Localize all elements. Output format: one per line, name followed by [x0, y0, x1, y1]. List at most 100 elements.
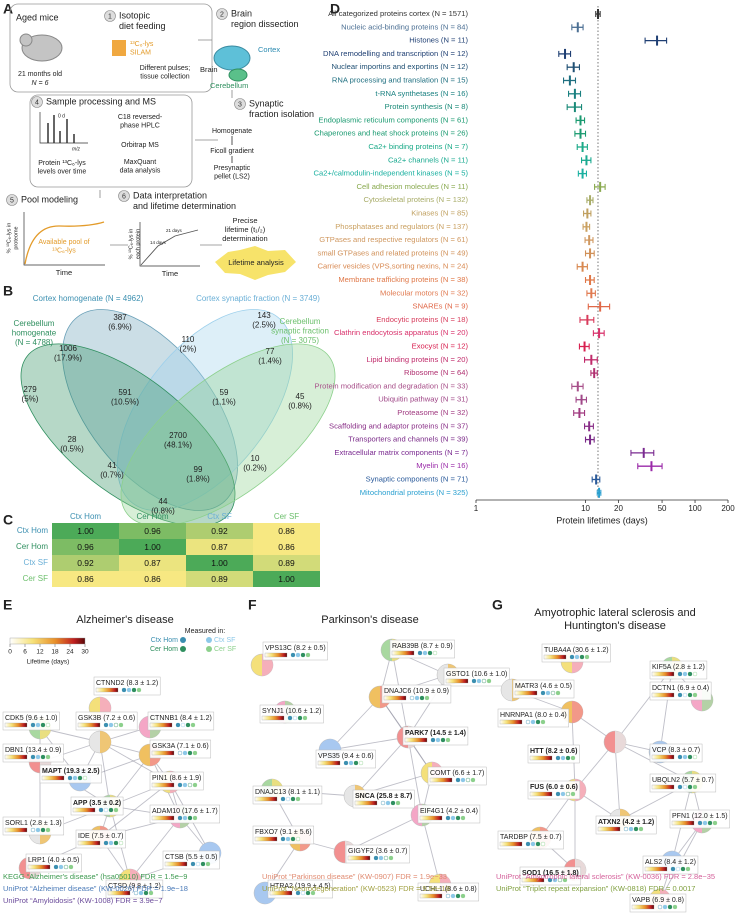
cell-value: 0.89: [278, 558, 295, 568]
decoration: [68, 864, 74, 870]
step-title: Data interpretation: [133, 190, 207, 200]
node-label: SYNJ1 (10.6 ± 1.2): [262, 708, 321, 715]
decoration: [113, 840, 119, 846]
decoration: [72, 775, 78, 781]
decoration: [103, 807, 109, 813]
decoration: [45, 722, 51, 728]
decoration: [6, 194, 18, 206]
x-tick-label: 20: [614, 504, 623, 513]
decoration: [535, 719, 541, 725]
decoration: [677, 754, 683, 760]
decoration: [540, 841, 546, 847]
node-label: MAPT (19.3 ± 2.5): [42, 768, 100, 775]
colorbar-label: Lifetime (days): [27, 659, 70, 666]
decoration: [190, 722, 196, 728]
decoration: [108, 807, 114, 813]
category-label: Protein synthesis (N = 8): [385, 102, 469, 111]
cell-value: 1.00: [77, 526, 94, 536]
decoration: [565, 755, 571, 761]
decoration: [651, 754, 675, 760]
decoration: [200, 861, 206, 867]
decoration: [529, 791, 553, 797]
decoration: [460, 893, 466, 899]
decoration: [692, 754, 698, 760]
decoration: [514, 690, 538, 696]
label: MaxQuant: [124, 159, 156, 166]
decoration: [107, 890, 131, 896]
step-title: and lifetime determination: [133, 201, 236, 211]
decoration: [677, 692, 683, 698]
category-label: Transporters and channels (N = 39): [348, 435, 468, 444]
category-label: Molecular motors (N = 32): [380, 288, 468, 297]
decoration: [30, 827, 36, 833]
decoration: [290, 836, 296, 842]
step-title: region dissection: [231, 19, 299, 29]
footnote: UniProt “Amyloidosis” (KW-1008) FDR = 3.…: [3, 896, 163, 905]
decoration: [31, 96, 43, 108]
label: Cerebellum: [210, 81, 248, 90]
colorbar-tick-label: 0: [8, 649, 12, 656]
decoration: [692, 784, 698, 790]
legend-label: Ctx Hom: [151, 637, 178, 644]
label: Time: [162, 269, 178, 278]
category-label: Kinases (N = 85): [411, 209, 468, 218]
label: 21 days: [166, 228, 183, 233]
node-label: COMT (6.6 ± 1.7): [430, 770, 484, 777]
decoration: [177, 750, 183, 756]
footnote: UniProt “Amyotrophic lateral sclerosis” …: [496, 872, 715, 881]
category-label: small GTPases and related proteins (N = …: [318, 248, 469, 257]
decoration: [383, 695, 407, 701]
node-label: LRP1 (4.0 ± 0.5): [28, 857, 79, 864]
decoration: [435, 737, 441, 743]
decoration: [419, 815, 443, 821]
decoration: [99, 39, 233, 246]
decoration: [422, 650, 428, 656]
step-title: fraction isolation: [249, 109, 314, 119]
label: 0 d: [58, 113, 65, 119]
category-label: All categorized proteins cortex (N = 157…: [328, 9, 468, 18]
decoration: [540, 690, 546, 696]
row-header: Cer SF: [23, 574, 48, 583]
decoration: [597, 826, 621, 832]
cell-value: 0.87: [144, 558, 161, 568]
decoration: [682, 784, 688, 790]
legend-title: Measured in:: [185, 628, 226, 635]
decoration: [677, 671, 683, 677]
colorbar-tick-label: 18: [51, 649, 59, 656]
decoration: [358, 760, 364, 766]
decoration: [633, 826, 639, 832]
decoration: [445, 893, 451, 899]
category-label: Endocytic proteins (N = 18): [376, 315, 468, 324]
node-label: KIF5A (2.8 ± 1.2): [652, 664, 705, 671]
decoration: [4, 722, 28, 728]
set-label: Cortex homogenate (N = 4962): [33, 294, 144, 303]
node-label: CTNNB1 (8.4 ± 1.2): [150, 715, 212, 722]
region-count: 59: [220, 388, 229, 397]
decoration: [254, 796, 278, 802]
category-label: Endoplasmic reticulum components (N = 61…: [318, 115, 468, 124]
panel-title: Parkinson's disease: [321, 614, 419, 626]
decoration: [614, 741, 621, 821]
decoration: [206, 637, 212, 643]
decoration: [108, 722, 114, 728]
node-label: PFN1 (12.0 ± 1.5): [672, 813, 728, 820]
decoration: [192, 815, 198, 821]
decoration: [712, 820, 718, 826]
node-label: UCHL1 (8.6 ± 0.8): [420, 886, 477, 893]
decoration: [185, 722, 191, 728]
decoration: [329, 736, 409, 751]
region-count: 45: [296, 392, 305, 401]
decoration: [95, 687, 119, 693]
decoration: [77, 722, 101, 728]
node-label: DBN1 (13.4 ± 0.9): [5, 747, 61, 754]
decoration: [455, 815, 461, 821]
decoration: [215, 246, 296, 280]
decoration: [445, 678, 469, 684]
decoration: [254, 836, 278, 842]
region-count: 1006: [59, 344, 77, 353]
decoration: [295, 836, 301, 842]
node-label: DNAJC6 (10.9 ± 0.9): [384, 688, 449, 695]
decoration: [615, 731, 626, 753]
footnote: UniProt “Alzheimer disease” (KW-0026) FD…: [3, 884, 188, 893]
decoration: [206, 646, 212, 652]
